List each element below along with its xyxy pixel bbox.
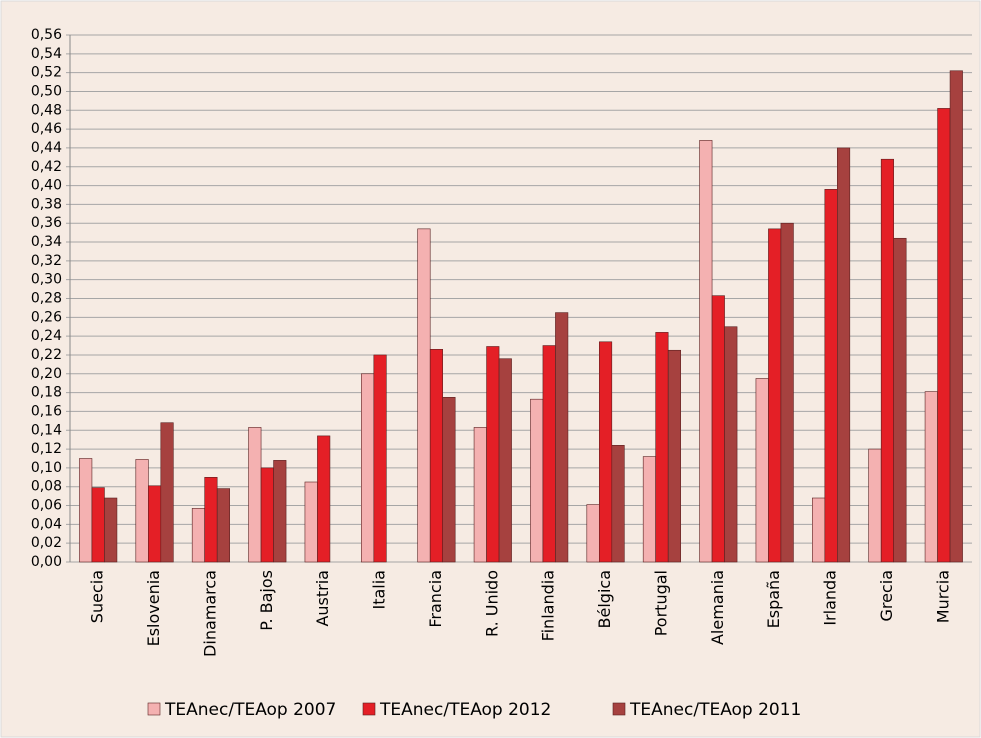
bar	[949, 70, 963, 563]
x-tick-label: Suecia	[88, 570, 107, 623]
x-tick-label: Austria	[313, 570, 332, 627]
bar	[160, 422, 174, 563]
bar	[530, 398, 544, 563]
y-tick-label: 0,54	[31, 46, 62, 62]
x-tick-label: Murcia	[933, 570, 952, 623]
y-tick-label: 0,32	[31, 253, 62, 269]
y-tick-label: 0,30	[31, 272, 62, 288]
y-tick-label: 0,44	[31, 140, 62, 156]
bar	[755, 378, 769, 563]
y-tick-label: 0,00	[31, 554, 62, 570]
x-tick-label: Dinamarca	[200, 570, 219, 657]
legend-swatch	[147, 702, 161, 716]
bar	[937, 108, 951, 563]
bar	[304, 481, 318, 563]
bar	[880, 158, 894, 563]
bar	[429, 349, 443, 563]
y-tick-label: 0,28	[31, 291, 62, 307]
x-tick-label: España	[764, 570, 783, 628]
y-tick-label: 0,02	[31, 535, 62, 551]
y-tick-label: 0,04	[31, 516, 62, 532]
bar	[79, 458, 93, 563]
bar	[642, 456, 656, 563]
bar	[768, 228, 782, 563]
bar	[204, 477, 218, 563]
y-tick-label: 0,22	[31, 347, 62, 363]
y-tick-label: 0,24	[31, 328, 62, 344]
bar	[273, 460, 287, 563]
bar	[599, 341, 613, 563]
bar	[498, 358, 512, 563]
legend-swatch	[612, 702, 626, 716]
x-tick-label: Grecia	[877, 570, 896, 622]
bar	[216, 488, 230, 563]
legend-label: TEAnec/TEAop 2011	[629, 700, 801, 720]
bar	[837, 147, 851, 563]
bar	[542, 345, 556, 563]
y-tick-label: 0,16	[31, 403, 62, 419]
y-tick-label: 0,46	[31, 121, 62, 137]
bar	[824, 189, 838, 563]
bar	[868, 448, 882, 563]
y-tick-label: 0,18	[31, 385, 62, 401]
bar	[91, 487, 105, 563]
y-tick-label: 0,20	[31, 366, 62, 382]
bar	[586, 504, 600, 563]
bar	[711, 295, 725, 563]
bar	[317, 435, 331, 563]
bar	[148, 485, 162, 563]
y-tick-label: 0,52	[31, 65, 62, 81]
bar	[260, 467, 274, 563]
y-tick-label: 0,26	[31, 309, 62, 325]
y-tick-label: 0,06	[31, 498, 62, 514]
bar	[373, 354, 387, 563]
x-tick-label: Bélgica	[595, 570, 614, 628]
legend-label: TEAnec/TEAop 2007	[164, 700, 336, 720]
y-tick-label: 0,08	[31, 479, 62, 495]
y-tick-label: 0,48	[31, 102, 62, 118]
bar	[780, 222, 794, 563]
bar	[655, 332, 669, 563]
y-tick-label: 0,38	[31, 196, 62, 212]
bar	[191, 508, 205, 563]
x-tick-label: Eslovenia	[144, 570, 163, 646]
bar	[442, 397, 456, 563]
x-tick-label: R. Unido	[482, 570, 501, 637]
bar	[555, 312, 569, 563]
bar	[611, 445, 625, 563]
legend-label: TEAnec/TEAop 2012	[379, 700, 551, 720]
x-tick-label: Irlanda	[821, 570, 840, 626]
bar	[893, 237, 907, 563]
x-tick-label: P. Bajos	[257, 570, 276, 631]
x-tick-label: Italia	[370, 570, 389, 610]
bar	[667, 349, 681, 563]
bar	[361, 373, 375, 563]
bar	[248, 427, 262, 563]
legend-swatch	[362, 702, 376, 716]
bar	[417, 228, 431, 563]
y-tick-label: 0,56	[31, 27, 62, 43]
y-tick-label: 0,10	[31, 460, 62, 476]
x-tick-label: Finlandia	[539, 570, 558, 641]
y-tick-label: 0,14	[31, 422, 62, 438]
x-tick-label: Francia	[426, 570, 445, 628]
y-tick-label: 0,50	[31, 83, 62, 99]
y-tick-label: 0,40	[31, 178, 62, 194]
y-tick-label: 0,34	[31, 234, 62, 250]
x-tick-label: Alemania	[708, 570, 727, 645]
bar	[473, 427, 487, 563]
bar	[486, 346, 500, 563]
bar	[699, 140, 713, 563]
x-tick-label: Portugal	[651, 570, 670, 636]
bar	[135, 459, 149, 563]
bar	[812, 497, 826, 563]
y-tick-label: 0,42	[31, 159, 62, 175]
bar	[104, 497, 118, 563]
bar	[724, 326, 738, 563]
y-tick-label: 0,36	[31, 215, 62, 231]
y-tick-label: 0,12	[31, 441, 62, 457]
bar	[924, 391, 938, 563]
